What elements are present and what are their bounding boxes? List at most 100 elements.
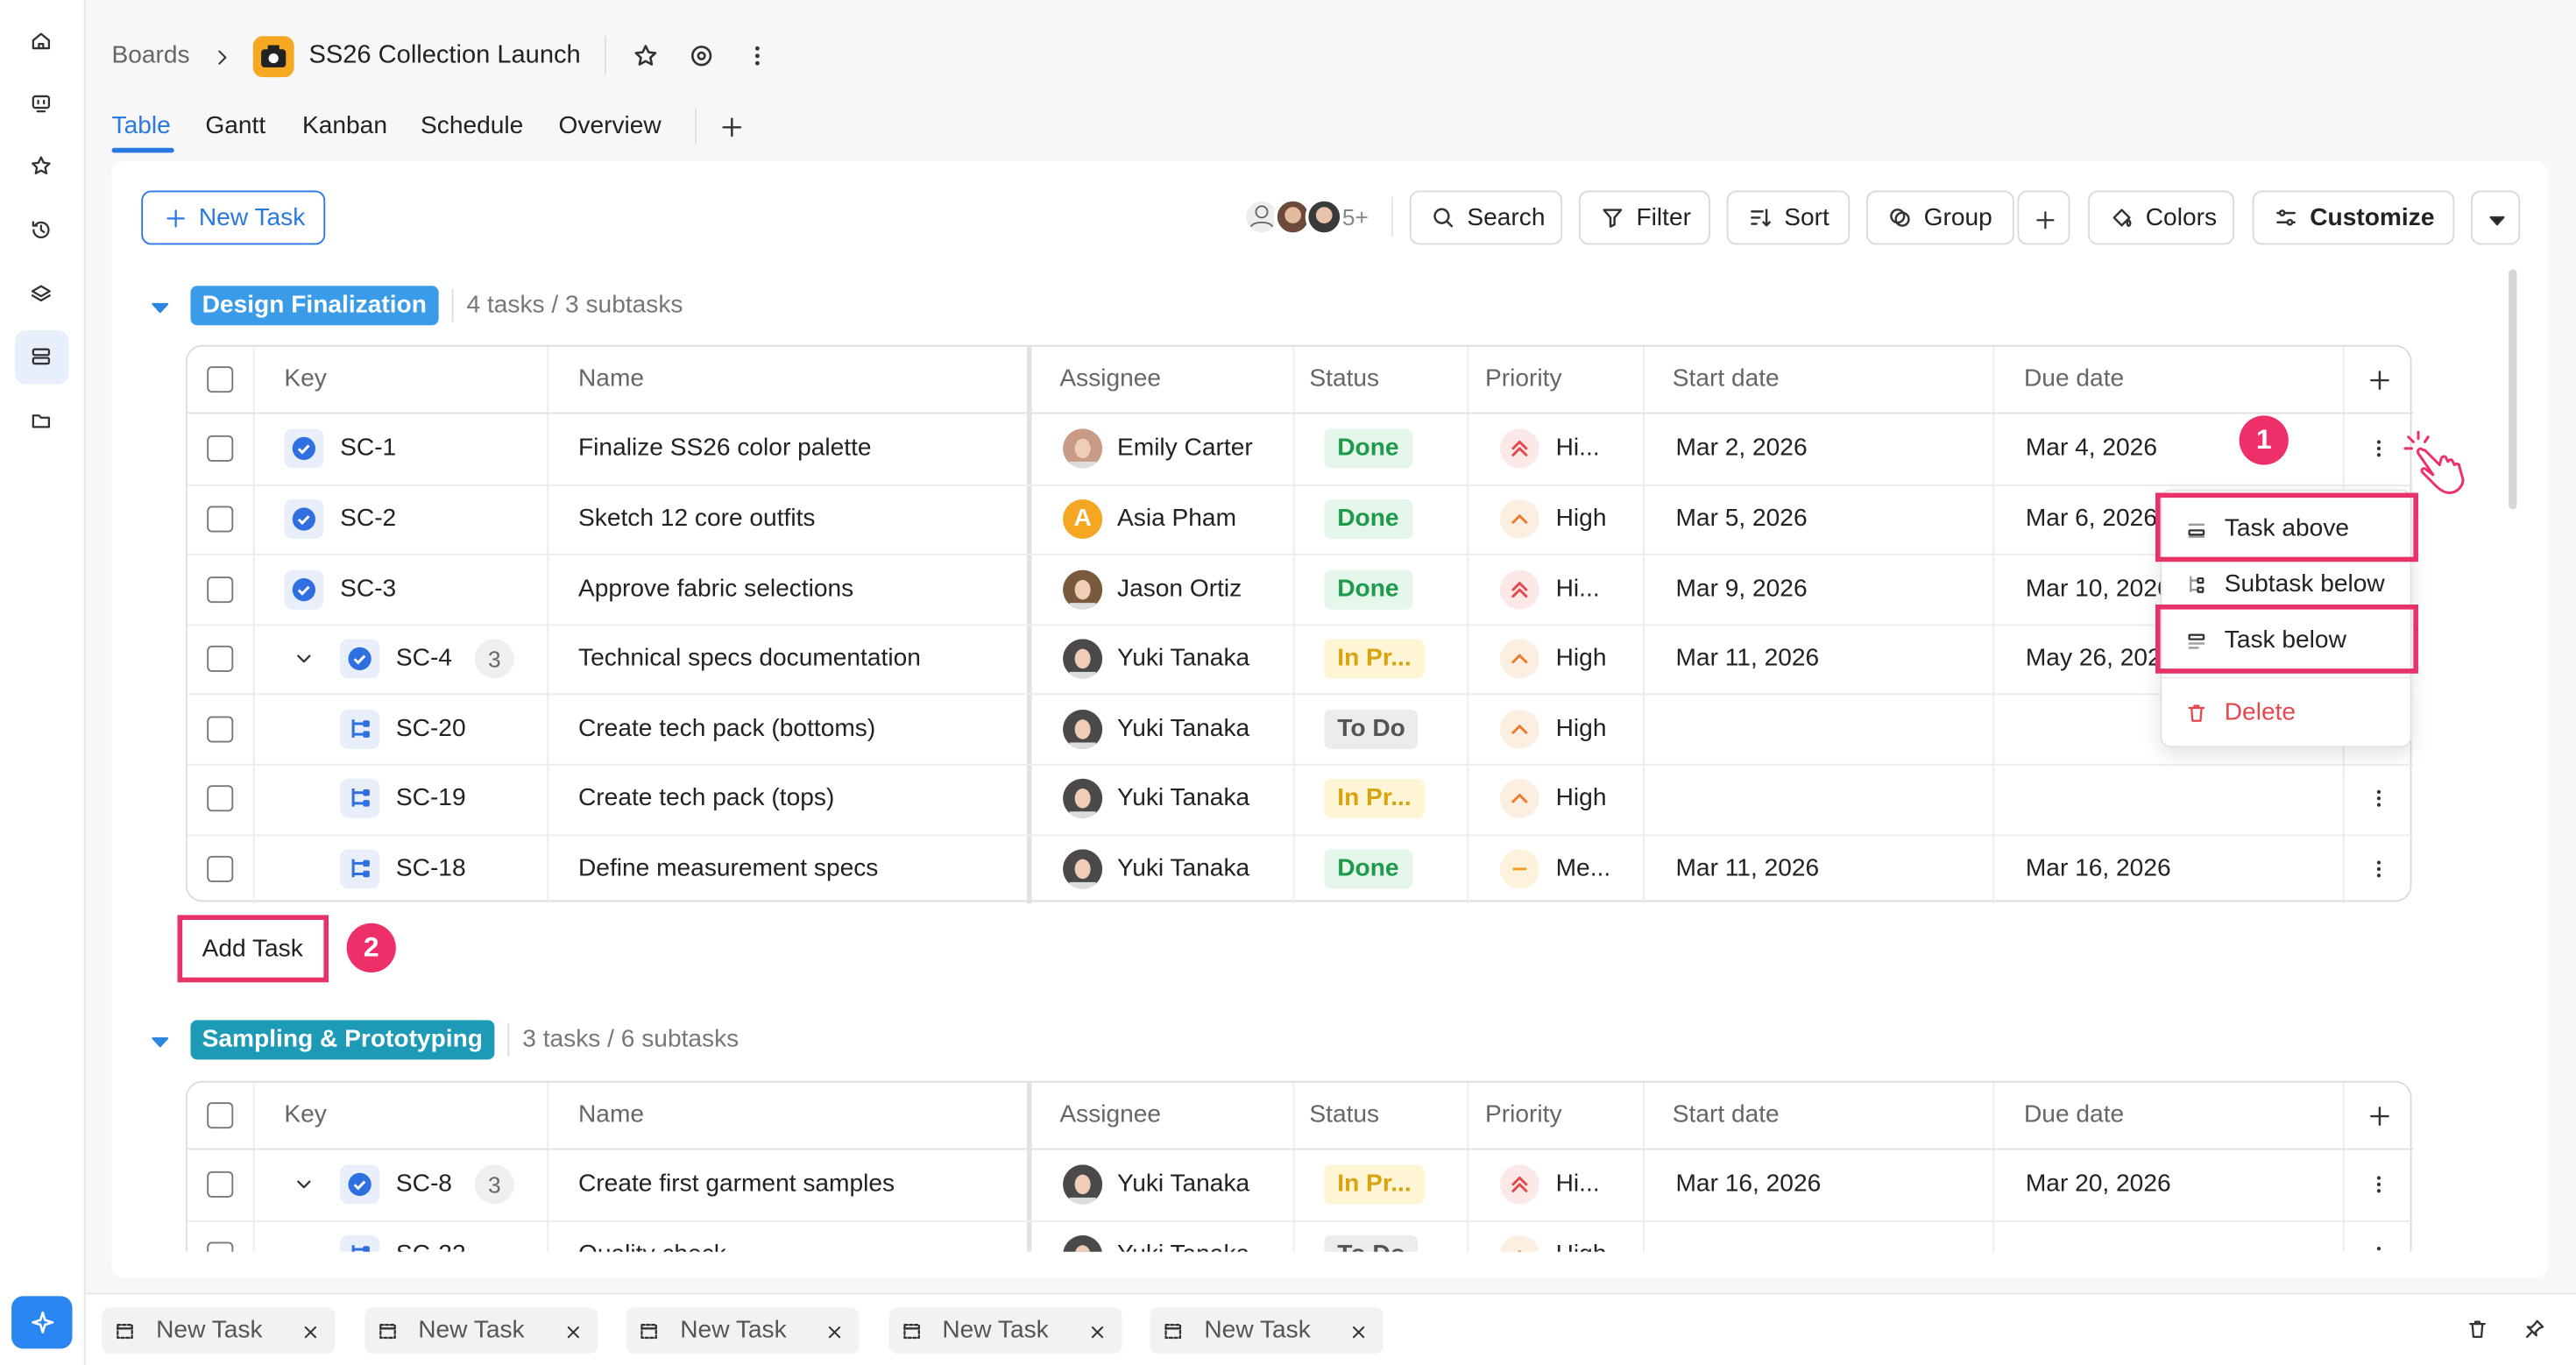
- row-checkbox[interactable]: [207, 506, 234, 533]
- column-header: Due date: [2024, 364, 2125, 393]
- icon-part: [31, 285, 51, 298]
- tab-close[interactable]: [563, 1321, 583, 1341]
- menu-icon: [2185, 573, 2208, 596]
- row-actions[interactable]: [2367, 788, 2390, 810]
- start-date: Mar 5, 2026: [1675, 504, 1808, 533]
- assignee-name: Asia Pham: [1117, 504, 1237, 533]
- nav-rows[interactable]: [30, 345, 53, 368]
- icon-part: [2036, 210, 2055, 229]
- nav-star[interactable]: [30, 154, 53, 177]
- tab-close[interactable]: [1086, 1321, 1107, 1341]
- assignee-name: Yuki Tanaka: [1117, 644, 1250, 673]
- group-add-button[interactable]: [2017, 190, 2070, 245]
- nav-folder[interactable]: [30, 409, 53, 432]
- icon-part: [2376, 1176, 2381, 1181]
- bottom-tab[interactable]: New Task: [626, 1307, 860, 1354]
- unpin[interactable]: [2523, 1318, 2546, 1340]
- add-column[interactable]: [2367, 1103, 2391, 1128]
- nav-hist[interactable]: [30, 218, 53, 241]
- sort-button[interactable]: Sort: [1726, 190, 1851, 245]
- row-checkbox[interactable]: [207, 435, 234, 463]
- bottom-tab[interactable]: New Task: [102, 1307, 336, 1354]
- nav-home[interactable]: [30, 30, 53, 53]
- column-header: Name: [578, 364, 645, 393]
- view-tab[interactable]: Gantt: [205, 111, 266, 140]
- due-date: Mar 4, 2026: [2025, 434, 2157, 463]
- row-border: [187, 624, 2414, 626]
- search-button[interactable]: Search: [1409, 190, 1563, 245]
- menu-item[interactable]: Subtask below: [2162, 557, 2410, 613]
- column-header: Priority: [1485, 1100, 1562, 1129]
- clear-tabs[interactable]: [2466, 1318, 2488, 1340]
- icon-part: [351, 789, 365, 808]
- row-checkbox[interactable]: [207, 1171, 234, 1199]
- icon-part: [1069, 718, 1096, 749]
- breadcrumb-sep: [212, 46, 232, 67]
- colors-button[interactable]: Colors: [2088, 190, 2234, 245]
- icon-part: [31, 285, 51, 302]
- assignee-avatar: [1063, 639, 1103, 679]
- add-column[interactable]: [2367, 367, 2391, 392]
- expand-subtasks[interactable]: [293, 647, 315, 670]
- row-actions[interactable]: [2367, 437, 2390, 460]
- view-tab[interactable]: Table: [111, 111, 171, 140]
- view-tab[interactable]: Overview: [558, 111, 662, 140]
- status-badge: In Pr...: [1324, 779, 1425, 819]
- row-checkbox[interactable]: [207, 785, 234, 812]
- icon-part: [261, 45, 287, 67]
- more[interactable]: [744, 43, 770, 69]
- icon-part: [32, 32, 51, 50]
- icon-part: [640, 1324, 657, 1340]
- task-key: SC-2: [340, 504, 397, 533]
- row-checkbox[interactable]: [207, 366, 234, 393]
- tab-close[interactable]: [1348, 1321, 1369, 1341]
- row-checkbox[interactable]: [207, 1102, 234, 1129]
- expand-subtasks[interactable]: [293, 1173, 315, 1196]
- icon-part: [151, 1036, 168, 1047]
- menu-item[interactable]: Task below: [2162, 612, 2410, 668]
- task-key: SC-18: [395, 853, 466, 882]
- bottom-tab[interactable]: New Task: [364, 1307, 598, 1354]
- favorite[interactable]: [633, 43, 659, 69]
- row-checkbox[interactable]: [207, 855, 234, 882]
- group-toggle[interactable]: [149, 1031, 170, 1052]
- subtask-icon: [340, 849, 380, 889]
- bottom-tab[interactable]: New Task: [888, 1307, 1122, 1354]
- view-tab[interactable]: Kanban: [302, 111, 387, 140]
- tab-close[interactable]: [301, 1321, 321, 1341]
- bottom-tab[interactable]: New Task: [1150, 1307, 1384, 1354]
- nav-board[interactable]: [30, 92, 53, 115]
- add-task-button[interactable]: Add Task: [177, 915, 329, 983]
- filter-button[interactable]: Filter: [1578, 190, 1710, 245]
- group-button[interactable]: Group: [1866, 190, 2014, 245]
- priority-label: High: [1555, 644, 1607, 673]
- group-toggle[interactable]: [149, 296, 170, 317]
- add-view[interactable]: [718, 114, 743, 138]
- menu-item[interactable]: Task above: [2162, 501, 2410, 557]
- icon-part: [1164, 1324, 1182, 1340]
- row-checkbox[interactable]: [207, 715, 234, 742]
- toolbar-dropdown[interactable]: [2471, 190, 2521, 245]
- icon-part: [1069, 462, 1096, 469]
- row-actions[interactable]: [2367, 1173, 2390, 1196]
- ai-button[interactable]: [11, 1296, 73, 1349]
- row-checkbox[interactable]: [207, 576, 234, 603]
- icon-part: [351, 1245, 370, 1252]
- row-actions[interactable]: [2367, 858, 2390, 881]
- view-tab[interactable]: Schedule: [421, 111, 524, 140]
- customize-button[interactable]: Customize: [2252, 190, 2455, 245]
- icon-part: [117, 1324, 133, 1340]
- menu-item[interactable]: Delete: [2162, 685, 2410, 741]
- tab-close[interactable]: [824, 1321, 845, 1341]
- icon-part: [1164, 1324, 1182, 1340]
- watch[interactable]: [689, 43, 715, 69]
- icon-part: [1069, 578, 1096, 609]
- row-checkbox[interactable]: [207, 646, 234, 673]
- icon-part: [2369, 370, 2388, 390]
- nav-layers[interactable]: [30, 283, 53, 306]
- row-checkbox[interactable]: [207, 1241, 234, 1252]
- new-task-button[interactable]: New Task: [141, 190, 326, 245]
- icon-part: [117, 1324, 133, 1340]
- menu-highlight: [2155, 492, 2418, 562]
- row-actions[interactable]: [2367, 1243, 2390, 1252]
